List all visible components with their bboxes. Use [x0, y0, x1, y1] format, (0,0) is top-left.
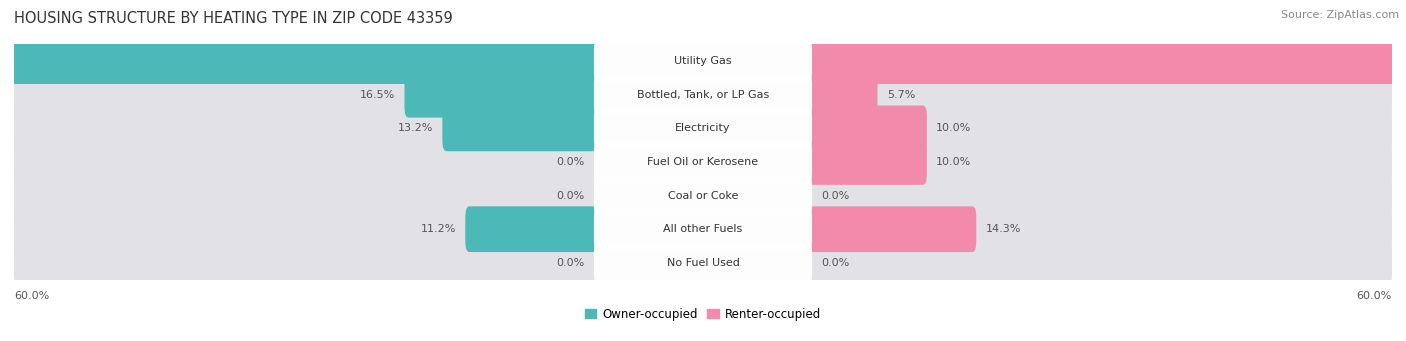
- FancyBboxPatch shape: [808, 139, 927, 185]
- FancyBboxPatch shape: [593, 74, 813, 116]
- FancyBboxPatch shape: [593, 40, 813, 82]
- FancyBboxPatch shape: [0, 38, 598, 84]
- FancyBboxPatch shape: [14, 240, 1392, 286]
- Text: 0.0%: 0.0%: [821, 191, 849, 201]
- FancyBboxPatch shape: [593, 242, 813, 284]
- Text: 0.0%: 0.0%: [821, 258, 849, 268]
- Text: 60.0%: 60.0%: [1357, 291, 1392, 301]
- FancyBboxPatch shape: [405, 72, 598, 118]
- FancyBboxPatch shape: [14, 184, 1392, 207]
- FancyBboxPatch shape: [593, 175, 813, 217]
- Text: 14.3%: 14.3%: [986, 224, 1021, 234]
- FancyBboxPatch shape: [14, 117, 1392, 140]
- FancyBboxPatch shape: [14, 72, 1392, 118]
- Text: 10.0%: 10.0%: [936, 157, 972, 167]
- Text: All other Fuels: All other Fuels: [664, 224, 742, 234]
- Text: 0.0%: 0.0%: [557, 258, 585, 268]
- Text: Electricity: Electricity: [675, 123, 731, 133]
- FancyBboxPatch shape: [14, 50, 1392, 73]
- FancyBboxPatch shape: [593, 208, 813, 250]
- Text: 13.2%: 13.2%: [398, 123, 433, 133]
- FancyBboxPatch shape: [808, 38, 1406, 84]
- Text: 5.7%: 5.7%: [887, 90, 915, 100]
- Text: Source: ZipAtlas.com: Source: ZipAtlas.com: [1281, 10, 1399, 20]
- FancyBboxPatch shape: [14, 38, 1392, 84]
- Text: 60.0%: 60.0%: [14, 291, 49, 301]
- Legend: Owner-occupied, Renter-occupied: Owner-occupied, Renter-occupied: [579, 303, 827, 325]
- FancyBboxPatch shape: [443, 105, 598, 151]
- FancyBboxPatch shape: [808, 206, 976, 252]
- Text: HOUSING STRUCTURE BY HEATING TYPE IN ZIP CODE 43359: HOUSING STRUCTURE BY HEATING TYPE IN ZIP…: [14, 11, 453, 26]
- FancyBboxPatch shape: [808, 105, 927, 151]
- Text: No Fuel Used: No Fuel Used: [666, 258, 740, 268]
- FancyBboxPatch shape: [14, 173, 1392, 219]
- Text: 10.0%: 10.0%: [936, 123, 972, 133]
- Text: 16.5%: 16.5%: [360, 90, 395, 100]
- Text: 0.0%: 0.0%: [557, 157, 585, 167]
- FancyBboxPatch shape: [593, 107, 813, 149]
- Text: Coal or Coke: Coal or Coke: [668, 191, 738, 201]
- FancyBboxPatch shape: [14, 251, 1392, 274]
- FancyBboxPatch shape: [14, 83, 1392, 106]
- Text: Utility Gas: Utility Gas: [675, 56, 731, 66]
- FancyBboxPatch shape: [14, 139, 1392, 185]
- FancyBboxPatch shape: [14, 150, 1392, 174]
- Text: 11.2%: 11.2%: [420, 224, 456, 234]
- FancyBboxPatch shape: [465, 206, 598, 252]
- Text: Bottled, Tank, or LP Gas: Bottled, Tank, or LP Gas: [637, 90, 769, 100]
- FancyBboxPatch shape: [14, 105, 1392, 151]
- FancyBboxPatch shape: [593, 141, 813, 183]
- Text: 0.0%: 0.0%: [557, 191, 585, 201]
- FancyBboxPatch shape: [14, 218, 1392, 241]
- FancyBboxPatch shape: [808, 72, 877, 118]
- Text: Fuel Oil or Kerosene: Fuel Oil or Kerosene: [647, 157, 759, 167]
- FancyBboxPatch shape: [14, 206, 1392, 252]
